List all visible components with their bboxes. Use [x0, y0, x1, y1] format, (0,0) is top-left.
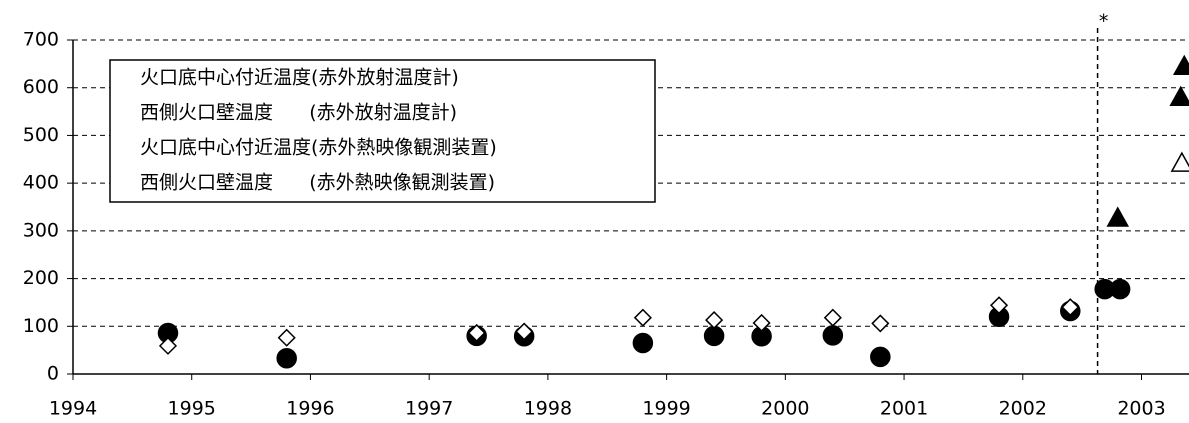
legend-entry: 西側火口壁温度 (赤外放射温度計) — [140, 102, 457, 124]
point — [870, 346, 891, 368]
point — [632, 332, 654, 354]
x-tick-label: 1994 — [49, 398, 97, 420]
x-tick-label: 2002 — [999, 398, 1047, 420]
point — [467, 323, 486, 343]
point — [515, 322, 534, 341]
point — [752, 313, 771, 333]
point — [1170, 151, 1189, 172]
y-tick-label: 400 — [23, 172, 59, 194]
x-tick-label: 2000 — [761, 398, 809, 420]
x-tick-label: 1997 — [405, 398, 453, 420]
point — [822, 325, 844, 346]
legend-entry: 火口底中心付近温度(赤外熱映像観測装置) — [140, 137, 497, 159]
point — [703, 325, 725, 347]
point — [277, 328, 296, 347]
point — [158, 336, 178, 355]
y-tick-label: 300 — [23, 219, 59, 241]
y-tick-label: 100 — [23, 315, 59, 337]
annotation-label: * — [1099, 11, 1109, 33]
point — [1169, 85, 1189, 107]
x-tick-label: 2001 — [880, 398, 928, 420]
point — [1109, 278, 1131, 300]
legend-entry: 西側火口壁温度 (赤外熱映像観測装置) — [140, 172, 495, 194]
point — [1172, 54, 1189, 75]
point — [705, 311, 724, 330]
x-tick-label: 1996 — [286, 398, 334, 420]
x-tick-label: 1998 — [524, 398, 572, 420]
point — [1061, 298, 1080, 317]
point — [276, 348, 297, 369]
point — [871, 314, 890, 333]
legend-entry: 火口底中心付近温度(赤外放射温度計) — [140, 67, 459, 89]
x-tick-label: 1995 — [168, 398, 216, 420]
x-tick-label: 1999 — [642, 398, 690, 420]
y-tick-label: 0 — [47, 363, 59, 385]
point — [823, 308, 842, 327]
x-tick-label: 2003 — [1117, 398, 1165, 420]
y-tick-label: 600 — [23, 76, 59, 98]
point — [633, 308, 652, 327]
point — [1106, 206, 1130, 227]
point — [989, 296, 1009, 315]
legend-box — [109, 59, 656, 203]
y-tick-label: 700 — [23, 29, 59, 51]
y-tick-label: 500 — [23, 124, 59, 146]
y-tick-label: 200 — [23, 267, 59, 289]
